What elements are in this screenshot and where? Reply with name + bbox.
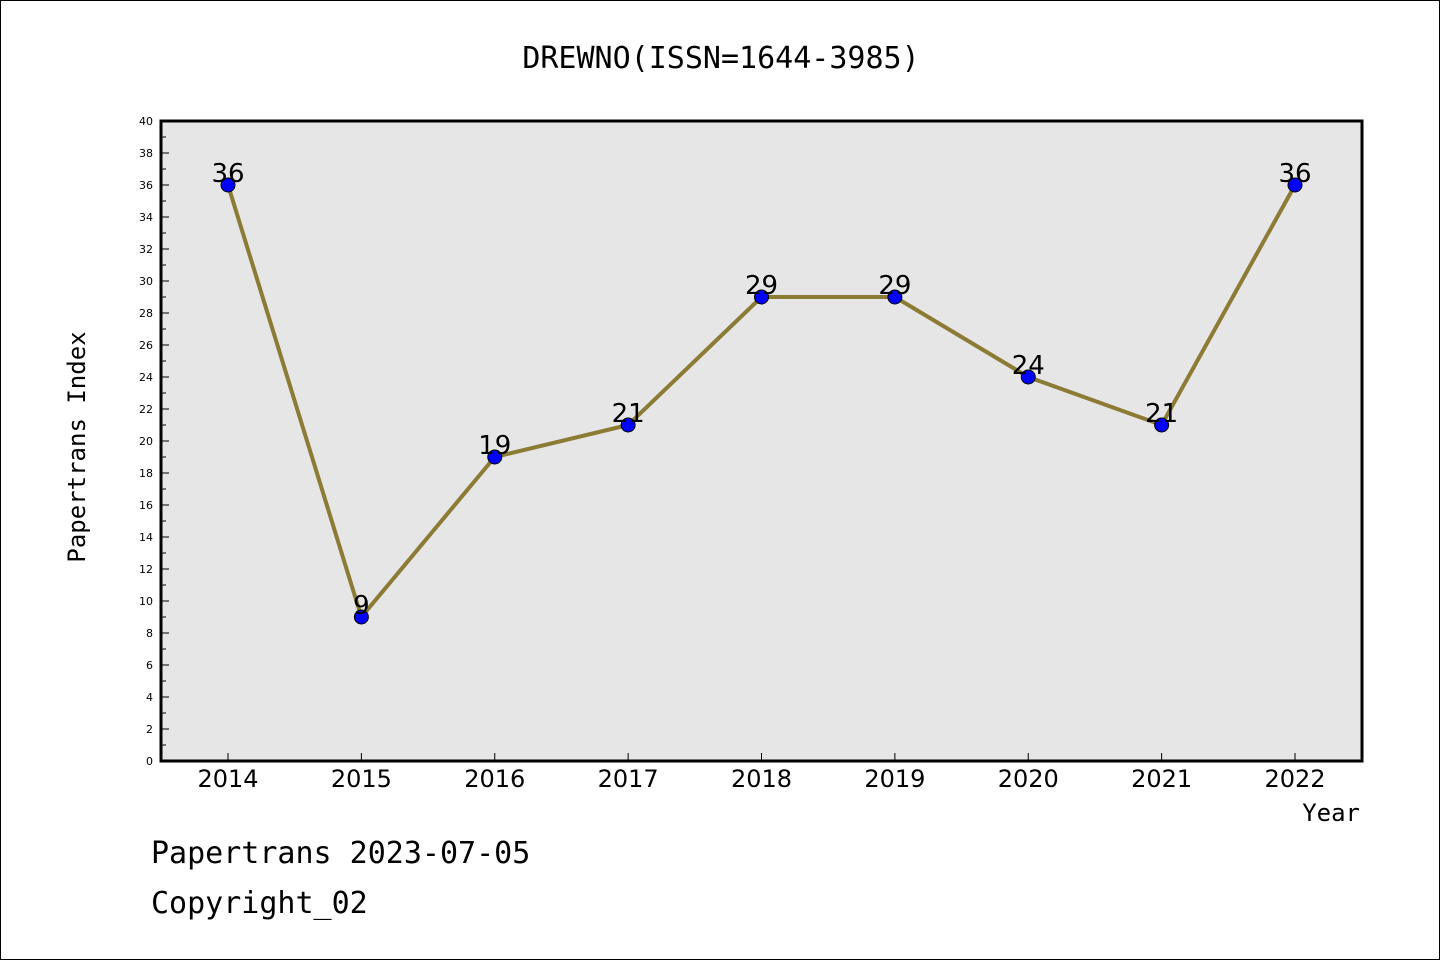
series-layer: 36 9 19 21 29 29 24 21 36: [211, 159, 1312, 625]
data-label: 36: [1278, 159, 1311, 189]
y-tick-label: 32: [139, 243, 153, 256]
data-label: 19: [478, 431, 511, 461]
data-point: [1287, 177, 1303, 193]
x-tick-label: 2022: [1264, 765, 1325, 793]
data-point: [887, 289, 903, 305]
y-tick-label: 28: [139, 307, 153, 320]
x-tick-label: 2020: [998, 765, 1059, 793]
data-label: 36: [211, 159, 244, 189]
y-tick-label: 2: [146, 723, 153, 736]
y-tick-label: 16: [139, 499, 153, 512]
y-tick-label: 12: [139, 563, 153, 576]
y-axis-label: Papertrans Index: [63, 331, 91, 562]
data-point: [487, 449, 503, 465]
y-tick-label: 20: [139, 435, 153, 448]
y-tick-label: 8: [146, 627, 153, 640]
data-point: [353, 609, 369, 625]
y-tick-label: 10: [139, 595, 153, 608]
data-label: 29: [878, 271, 911, 301]
y-tick-label: 6: [146, 659, 153, 672]
x-tick-label: 2016: [464, 765, 525, 793]
data-label: 21: [612, 399, 645, 429]
plot-area: [159, 119, 1364, 763]
y-tick-label: 4: [146, 691, 153, 704]
y-tick-label: 0: [146, 755, 153, 768]
y-tick-label: 36: [139, 179, 153, 192]
y-tick-label: 14: [139, 531, 153, 544]
chart-title: DREWNO(ISSN=1644-3985): [522, 41, 919, 76]
y-tick-label: 40: [139, 115, 153, 128]
data-point: [220, 177, 236, 193]
x-tick-label: 2015: [331, 765, 392, 793]
y-tick-label: 34: [139, 211, 153, 224]
x-axis: 2014 2015 2016 2017 2018 2019 2020 2021 2022: [197, 753, 1326, 793]
y-tick-label: 30: [139, 275, 153, 288]
x-tick-label: 2019: [864, 765, 925, 793]
data-point: [1154, 417, 1170, 433]
y-tick-label: 22: [139, 403, 153, 416]
x-tick-label: 2018: [731, 765, 792, 793]
y-tick-label: 18: [139, 467, 153, 480]
data-label: 9: [353, 591, 370, 621]
x-tick-label: 2014: [197, 765, 258, 793]
data-point: [620, 417, 636, 433]
data-point: [754, 289, 769, 305]
footer-date-line: Papertrans 2023-07-05: [151, 836, 531, 871]
data-label: 24: [1012, 351, 1045, 381]
x-tick-label: 2017: [598, 765, 659, 793]
x-axis-label: Year: [1302, 799, 1360, 827]
y-tick-label: 24: [139, 371, 153, 384]
y-tick-label: 26: [139, 339, 153, 352]
x-tick-label: 2021: [1131, 765, 1192, 793]
data-label: 21: [1145, 399, 1178, 429]
footer-copyright: Copyright_02: [151, 886, 368, 921]
y-tick-label: 38: [139, 147, 153, 160]
data-label: 29: [745, 271, 778, 301]
data-point: [1020, 369, 1036, 385]
